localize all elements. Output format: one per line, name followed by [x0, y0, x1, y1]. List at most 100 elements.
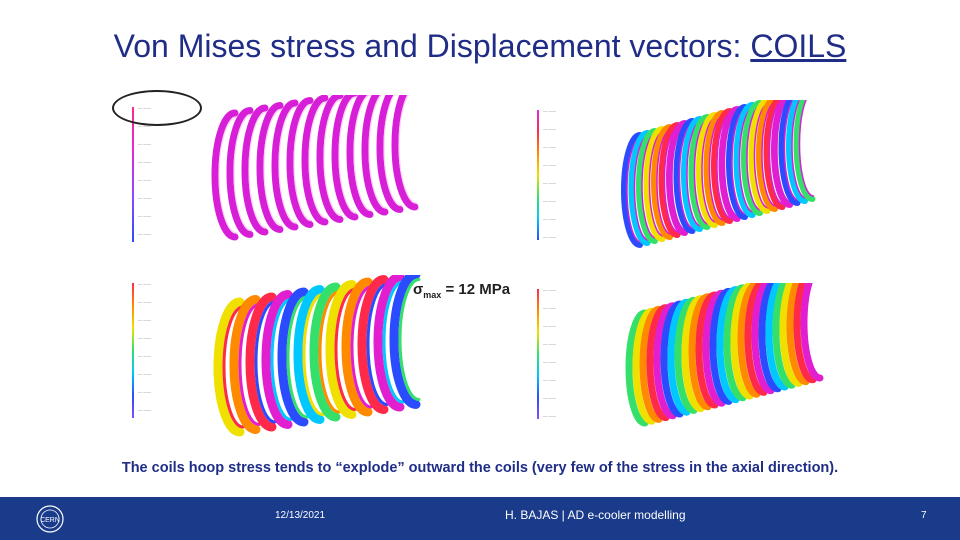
- coil-ring-inner: [350, 285, 373, 409]
- coil-ring: [226, 107, 254, 238]
- coil-ring: [256, 102, 284, 233]
- color-scale: [537, 289, 539, 419]
- coil-displacement-vectors-image: [211, 95, 419, 241]
- vector-stroke: [218, 116, 238, 234]
- title-main: Von Mises stress and Displacement vector…: [113, 28, 751, 64]
- vector-stroke: [248, 111, 268, 229]
- sigma-subscript: max: [423, 290, 442, 300]
- coil-ring: [373, 275, 405, 412]
- page-number: 7: [921, 510, 927, 521]
- coil-ring: [658, 122, 681, 238]
- vector-stroke: [648, 131, 665, 237]
- coil-ring: [660, 300, 684, 418]
- coil-ring: [632, 307, 656, 425]
- vector-stroke: [278, 106, 298, 224]
- coil-ring: [793, 283, 817, 384]
- vector-stroke: [368, 95, 388, 209]
- coil-ring: [277, 287, 309, 427]
- coil-ring: [688, 293, 712, 411]
- coil-ring-inner: [286, 295, 309, 419]
- vector-stroke: [663, 127, 680, 233]
- coil-ring: [376, 95, 404, 213]
- coil-ring: [286, 97, 314, 228]
- coil-ring: [241, 104, 269, 236]
- coil-ring-inner: [318, 290, 341, 414]
- coil-ring: [293, 285, 325, 424]
- vector-stroke: [233, 113, 253, 232]
- coil-stress-vectors-image: [621, 100, 816, 248]
- coil-ring: [653, 302, 677, 420]
- coil-ring: [737, 283, 761, 398]
- coil-ring: [316, 95, 344, 223]
- coil-ring: [666, 120, 688, 236]
- coil-ring: [346, 95, 374, 218]
- coil-ring: [771, 100, 793, 208]
- coil-ring: [744, 283, 768, 396]
- coil-ring: [261, 290, 293, 429]
- coil-ring: [711, 108, 733, 224]
- vector-stroke: [338, 96, 358, 214]
- coil-ring: [667, 298, 691, 416]
- coil-stress-full-image: [625, 283, 824, 427]
- coil-ring: [793, 100, 816, 202]
- scale-ticks: — —— — —— — —— — —— — —— — —— — —— — ——: [138, 281, 152, 412]
- coil-ring-inner: [222, 305, 245, 429]
- vector-stroke: [656, 129, 672, 235]
- svg-text:CERN: CERN: [40, 517, 60, 524]
- coil-ring: [688, 114, 711, 230]
- coil-ring: [695, 291, 719, 409]
- coil-ring: [763, 100, 786, 210]
- vector-stroke: [641, 133, 657, 239]
- vector-stroke: [308, 101, 328, 219]
- coil-ring: [301, 95, 329, 226]
- coil-ring: [778, 100, 801, 206]
- coil-ring: [779, 283, 803, 387]
- vector-stroke: [768, 100, 785, 205]
- vector-stroke: [716, 113, 732, 219]
- top-left-panel: — —— — —— — —— — —— — —— — —— — —— — ——: [110, 95, 460, 265]
- coil-ring: [681, 116, 703, 232]
- coil-ring: [271, 99, 299, 231]
- coil-ring: [389, 275, 421, 409]
- coil-ring: [309, 282, 341, 422]
- coil-ring: [673, 118, 696, 234]
- vector-stroke: [686, 121, 702, 227]
- vector-stroke: [738, 107, 755, 213]
- coil-stress-rings-image: [213, 275, 421, 437]
- coil-ring: [765, 283, 789, 391]
- vector-stroke: [633, 135, 650, 241]
- coil-ring: [741, 100, 763, 216]
- cern-logo-icon: CERN: [36, 505, 64, 533]
- coil-ring: [800, 283, 824, 382]
- vector-stroke: [626, 137, 642, 243]
- coil-ring: [331, 95, 359, 221]
- coil-ring: [639, 305, 663, 423]
- coil-ring: [646, 304, 670, 422]
- coil-ring: [758, 283, 782, 393]
- coil-ring: [628, 130, 651, 246]
- coil-ring: [786, 283, 810, 386]
- coil-ring: [733, 102, 756, 218]
- coil-ring: [391, 95, 419, 211]
- vector-stroke: [383, 95, 403, 207]
- coil-ring-inner: [382, 280, 405, 404]
- coil-ring: [718, 106, 741, 222]
- coil-ring-inner: [238, 303, 261, 426]
- slide-caption: The coils hoop stress tends to “explode”…: [121, 460, 839, 476]
- coil-ring: [621, 132, 643, 248]
- coil-ring: [625, 309, 649, 427]
- footer-date: 12/13/2021: [275, 510, 326, 521]
- vector-stroke: [353, 95, 373, 212]
- coil-ring: [357, 275, 389, 414]
- coil-ring: [716, 286, 740, 404]
- coil-ring: [325, 280, 357, 419]
- vector-stroke: [731, 109, 747, 215]
- title-coils: COILS: [750, 28, 847, 64]
- coil-ring: [723, 284, 747, 402]
- coil-ring: [213, 297, 245, 437]
- coil-ring: [703, 110, 726, 226]
- vector-stroke: [701, 117, 717, 223]
- vector-stroke: [323, 98, 343, 217]
- coil-ring: [229, 295, 261, 434]
- coil-ring: [681, 295, 705, 413]
